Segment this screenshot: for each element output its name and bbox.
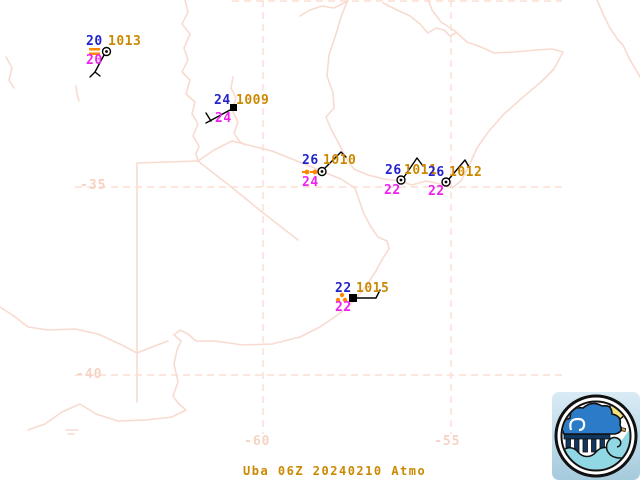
parana-river-path xyxy=(181,0,200,162)
grid-label-lat-40: -40 xyxy=(76,367,103,382)
temperature-label: 26 xyxy=(302,153,319,168)
pressure-label: 1011 xyxy=(404,163,438,178)
north-rivers-path-2 xyxy=(382,2,457,37)
wind-barb xyxy=(324,151,347,169)
station-marker-dot xyxy=(320,170,324,173)
north-rivers-path xyxy=(299,1,347,17)
station-marker xyxy=(349,294,357,302)
brazil-coast-path xyxy=(596,0,640,78)
dust-icon xyxy=(335,292,348,303)
latlon-gridlines xyxy=(75,0,562,434)
diagonal-border-path xyxy=(197,160,299,241)
dewpoint-label: 22 xyxy=(335,300,352,315)
dewpoint-label: 24 xyxy=(215,111,232,126)
fog-icon xyxy=(89,48,100,55)
wind-barb xyxy=(448,159,470,180)
station-marker-dot xyxy=(105,50,108,53)
temperature-label: 22 xyxy=(335,281,352,296)
dewpoint-label: 20 xyxy=(86,53,103,68)
wind-barb xyxy=(89,54,105,78)
weather-symbols xyxy=(89,48,348,303)
island-marks-path xyxy=(65,429,79,435)
temperature-label: 26 xyxy=(385,163,402,178)
dewpoint-label: 22 xyxy=(384,183,401,198)
edge-station-fragment: 24 xyxy=(350,0,367,3)
argentina-coast-path xyxy=(27,140,390,431)
uruguay-coast-path xyxy=(325,0,564,189)
logo-inner-ring xyxy=(560,400,632,472)
edge-fragment-path-2 xyxy=(75,85,80,102)
internal-river-path xyxy=(230,76,246,146)
edge-fragment-path xyxy=(5,56,15,89)
dewpoint-label: 22 xyxy=(428,184,445,199)
dewpoint-label: 24 xyxy=(302,175,319,190)
wind-barb xyxy=(205,109,231,124)
pressure-label: 1012 xyxy=(449,165,483,180)
grid-label-lon-60: -60 xyxy=(244,434,271,449)
temperature-label: 20 xyxy=(86,34,103,49)
pressure-label: 1010 xyxy=(323,153,357,168)
pressure-label: 1013 xyxy=(108,34,142,49)
wind-barb xyxy=(356,289,381,299)
grid-label-lon-55: -55 xyxy=(434,434,461,449)
station-marker-dot xyxy=(399,178,403,182)
cloud-icon xyxy=(562,402,622,435)
pressure-label: 1009 xyxy=(236,93,270,108)
grid-label-lat-35: -35 xyxy=(80,178,107,193)
station-marker-dot xyxy=(444,180,448,184)
temperature-label: 26 xyxy=(428,165,445,180)
brand-logo[interactable] xyxy=(552,392,640,480)
map-caption: Uba 06Z 20240210 Atmo xyxy=(243,464,427,478)
pressure-label: 1015 xyxy=(356,281,390,296)
wind-barbs xyxy=(89,46,470,302)
wind-barb xyxy=(403,157,424,178)
colorado-river-path xyxy=(0,306,169,354)
province-border-path xyxy=(136,160,199,403)
station-marker xyxy=(230,104,237,111)
coastline-paths xyxy=(0,0,640,435)
haze-icon xyxy=(302,169,318,175)
temperature-label: 24 xyxy=(214,93,231,108)
